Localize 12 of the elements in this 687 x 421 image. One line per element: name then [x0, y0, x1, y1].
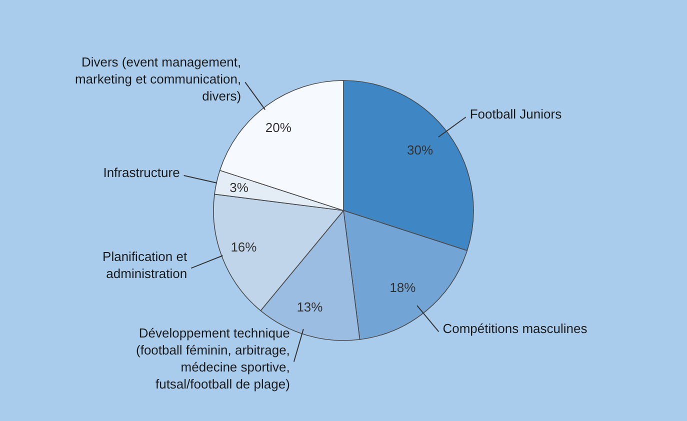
- data-label: 20%: [265, 120, 292, 135]
- data-label: 3%: [230, 180, 249, 195]
- slice-label: Planification et administration: [102, 249, 188, 282]
- slice-label: Développement technique (football féminin, arbitrage, médecine sportive, futsal/football de plage): [136, 326, 290, 392]
- slice-label: Compétitions masculines: [442, 321, 588, 336]
- slice-label: Divers (event management, marketing et communication, divers): [74, 54, 242, 104]
- slice-label: Football Juniors: [470, 106, 562, 122]
- slice-label: Infrastructure: [103, 165, 180, 180]
- data-label: 13%: [296, 299, 324, 314]
- data-label: 16%: [230, 239, 258, 254]
- data-label: 18%: [390, 280, 416, 296]
- data-label: 30%: [407, 142, 434, 158]
